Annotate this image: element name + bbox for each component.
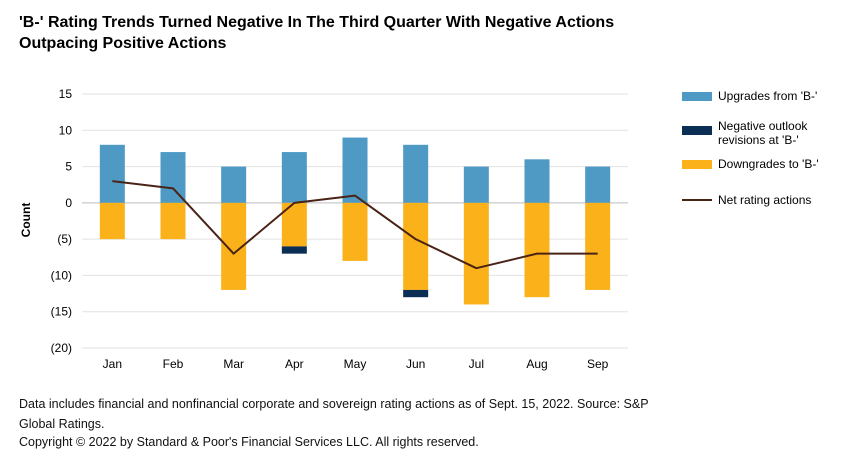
bar-downgrades (463, 202, 489, 305)
y-tick-label: (20) (51, 341, 72, 355)
bar-downgrades (524, 202, 550, 298)
legend-label: Negative outlook revisions at 'B-' (718, 119, 808, 147)
x-tick-labels: Jan Feb Mar Apr May Jun Jul Aug Sep (103, 357, 609, 371)
legend-label: Upgrades from 'B-' (718, 89, 817, 103)
legend-item: Upgrades from 'B-' (682, 89, 817, 103)
bar-downgrades (585, 202, 611, 290)
bars (99, 137, 611, 305)
bar-downgrades (160, 202, 186, 240)
x-tick-label: Jan (103, 357, 122, 371)
footnote: Data includes financial and nonfinancial… (19, 397, 649, 431)
y-tick-labels: 15 10 5 0 (5) (10) (15) (20) (51, 87, 73, 355)
legend-label: Net rating actions (718, 193, 811, 207)
x-tick-label: May (344, 357, 367, 371)
bar-upgrades (281, 152, 307, 203)
x-tick-label: Feb (163, 357, 184, 371)
copyright: Copyright © 2022 by Standard & Poor's Fi… (19, 435, 479, 449)
x-tick-label: Jul (469, 357, 484, 371)
y-tick-label: 15 (59, 87, 73, 101)
y-axis-label: Count (19, 203, 33, 238)
bar-upgrades (463, 166, 489, 203)
net-line (112, 180, 598, 270)
x-tick-label: Apr (285, 357, 304, 371)
legend-swatch (682, 160, 712, 169)
legend-swatch (682, 92, 712, 101)
bar-negative-outlook (281, 246, 307, 254)
y-tick-label: 0 (65, 196, 72, 210)
legend-item: Downgrades to 'B-' (682, 157, 819, 171)
bar-upgrades (342, 137, 368, 203)
legend-label: Downgrades to 'B-' (718, 157, 819, 171)
y-tick-label: 10 (59, 123, 73, 137)
net-rating-line (112, 180, 598, 270)
x-tick-label: Aug (526, 357, 547, 371)
bar-downgrades (403, 202, 429, 290)
x-tick-label: Mar (223, 357, 244, 371)
x-tick-label: Jun (406, 357, 425, 371)
y-tick-label: (15) (51, 305, 72, 319)
bar-upgrades (585, 166, 611, 203)
bar-downgrades (342, 202, 368, 261)
y-tick-label: (10) (51, 268, 72, 282)
bar-upgrades (524, 159, 550, 203)
bar-upgrades (221, 166, 247, 203)
y-tick-label: (5) (57, 232, 72, 246)
bar-upgrades (99, 144, 125, 203)
legend-swatch (682, 126, 712, 135)
legend-item: Negative outlook revisions at 'B-' (682, 119, 808, 147)
bar-downgrades (99, 202, 125, 240)
y-tick-label: 5 (65, 160, 72, 174)
chart-title: 'B-' Rating Trends Turned Negative In Th… (19, 14, 615, 52)
bar-upgrades (160, 152, 186, 203)
legend: Upgrades from 'B-' Negative outlook revisi… (682, 89, 819, 207)
bar-negative-outlook (403, 289, 429, 298)
legend-item: Net rating actions (682, 193, 811, 207)
bar-upgrades (403, 144, 429, 203)
x-tick-label: Sep (587, 357, 609, 371)
